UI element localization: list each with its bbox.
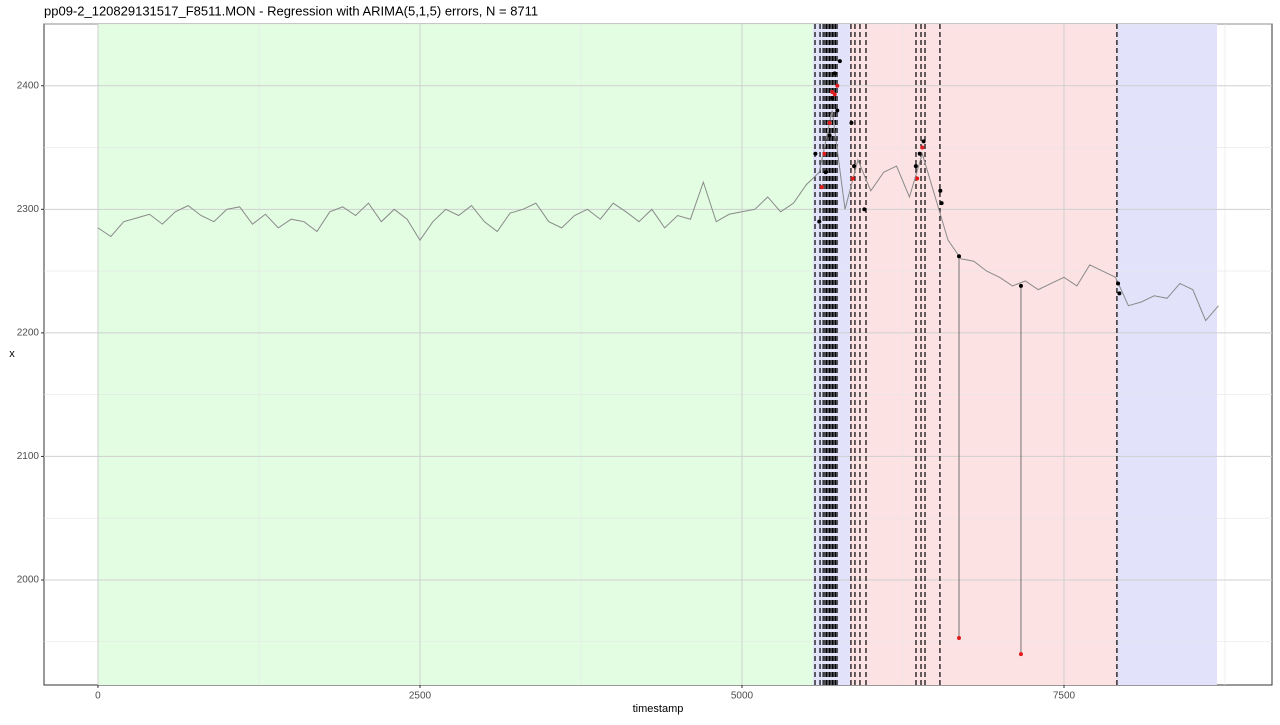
point xyxy=(852,164,857,169)
point xyxy=(849,120,854,125)
point xyxy=(835,83,840,88)
point xyxy=(835,108,840,113)
point xyxy=(830,96,835,101)
region xyxy=(97,24,813,685)
point xyxy=(920,145,925,150)
point xyxy=(957,254,962,259)
point xyxy=(1018,652,1023,657)
point xyxy=(837,59,842,64)
series-line xyxy=(97,110,1219,322)
y-tick-label: 2100 xyxy=(17,451,40,462)
point xyxy=(938,188,943,193)
x-tick-label: 7500 xyxy=(1053,691,1076,702)
point xyxy=(813,151,818,156)
point xyxy=(832,71,837,76)
point xyxy=(915,176,920,181)
point xyxy=(827,133,832,138)
point xyxy=(823,170,828,175)
point xyxy=(917,151,922,156)
point xyxy=(832,92,837,97)
chart-title: pp09-2_120829131517_F8511.MON - Regressi… xyxy=(44,3,538,18)
point xyxy=(822,151,827,156)
y-tick-label: 2400 xyxy=(17,80,40,91)
point xyxy=(1117,291,1122,296)
x-tick-label: 0 xyxy=(95,691,101,702)
region xyxy=(850,24,1117,685)
x-tick-label: 2500 xyxy=(409,691,432,702)
point xyxy=(850,176,855,181)
point xyxy=(1116,281,1121,286)
point xyxy=(827,120,832,125)
x-axis-label: timestamp xyxy=(633,703,684,715)
point xyxy=(957,636,962,641)
point xyxy=(939,201,944,206)
y-tick-label: 2300 xyxy=(17,204,40,215)
point xyxy=(817,219,822,224)
y-axis-label: x xyxy=(9,348,15,360)
x-tick-label: 5000 xyxy=(731,691,754,702)
y-tick-label: 2200 xyxy=(17,328,40,339)
point xyxy=(862,207,867,212)
point xyxy=(819,185,824,190)
point xyxy=(921,139,926,144)
point xyxy=(1018,283,1023,288)
region xyxy=(1116,24,1218,685)
y-tick-label: 2000 xyxy=(17,575,40,586)
point xyxy=(830,89,835,94)
point xyxy=(913,164,918,169)
